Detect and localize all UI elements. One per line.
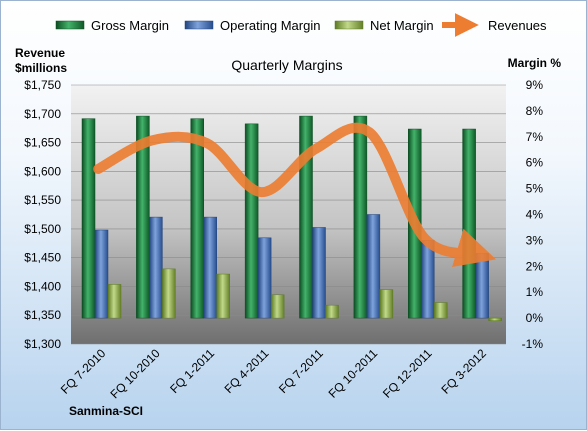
- gross-margin-bar: [81, 118, 96, 319]
- x-tick-label: FQ 10-2011: [326, 346, 381, 401]
- legend: Gross Margin Operating Margin Net Margin…: [55, 13, 547, 37]
- x-tick-label: FQ 4-2011: [222, 346, 272, 396]
- left-tick-label: $1,400: [24, 279, 61, 293]
- net-margin-bar: [162, 268, 176, 319]
- gross-margin-bar: [353, 115, 368, 319]
- right-axis-ticks: -1% 0% 1% 2% 3% 4% 5% 6% 7% 8% 9%: [522, 78, 544, 351]
- right-axis-title: Margin %: [508, 56, 562, 70]
- operating-margin-bar: [475, 253, 489, 319]
- net-margin-bar: [325, 304, 339, 319]
- legend-label-gross-margin: Gross Margin: [91, 18, 169, 33]
- legend-label-net-margin: Net Margin: [370, 18, 434, 33]
- legend-label-revenues: Revenues: [488, 18, 547, 33]
- left-tick-label: $1,300: [24, 337, 61, 351]
- right-tick-label: 8%: [526, 104, 544, 118]
- left-tick-label: $1,600: [24, 164, 61, 178]
- left-tick-label: $1,550: [24, 193, 61, 207]
- x-tick-label: FQ 10-2010: [107, 346, 162, 401]
- left-axis-title-line1: Revenue: [15, 46, 65, 60]
- revenue-line-path: [93, 122, 497, 268]
- gross-margin-bar: [244, 123, 259, 319]
- net-margin-bar: [270, 294, 285, 319]
- operating-margin-bar: [421, 240, 435, 319]
- x-tick-label: FQ 1-2011: [167, 346, 217, 396]
- left-axis-title-line2: $millions: [15, 61, 67, 75]
- x-tick-label: FQ 3-2012: [438, 346, 489, 397]
- net-margin-bar: [434, 302, 448, 319]
- gross-margin-bar: [190, 118, 204, 319]
- legend-label-operating-margin: Operating Margin: [220, 18, 320, 33]
- left-tick-label: $1,350: [24, 308, 61, 322]
- gross-margin-bar: [462, 128, 476, 319]
- operating-margin-bar: [366, 214, 381, 319]
- operating-margin-bar: [149, 216, 163, 319]
- x-tick-label: FQ 7-2010: [58, 346, 109, 397]
- left-tick-label: $1,650: [24, 136, 61, 150]
- right-tick-label: 4%: [526, 208, 544, 222]
- right-tick-label: 3%: [526, 233, 544, 247]
- operating-margin-bar: [312, 227, 326, 319]
- right-tick-label: 0%: [526, 311, 544, 325]
- left-tick-label: $1,700: [24, 107, 61, 121]
- right-tick-label: -1%: [522, 337, 544, 351]
- right-tick-label: 6%: [526, 156, 544, 170]
- left-tick-label: $1,750: [24, 78, 61, 92]
- legend-item-net-margin: Net Margin: [334, 18, 434, 33]
- net-margin-bar: [379, 289, 394, 319]
- left-axis-ticks: $1,300 $1,350 $1,400 $1,450 $1,500 $1,550 $1,6…: [24, 78, 61, 351]
- chart-title: Quarterly Margins: [231, 57, 342, 73]
- net-margin-bar: [107, 284, 122, 319]
- left-tick-label: $1,500: [24, 222, 61, 236]
- legend-item-operating-margin: Operating Margin: [184, 18, 320, 33]
- right-tick-label: 2%: [526, 259, 544, 273]
- operating-margin-bar: [94, 229, 109, 319]
- net-margin-bar: [488, 317, 502, 321]
- legend-item-revenues: Revenues: [442, 13, 547, 37]
- x-tick-label: FQ 7-2011: [276, 346, 326, 396]
- right-tick-label: 7%: [526, 130, 544, 144]
- x-axis-ticks: FQ 7-2010 FQ 10-2010 FQ 1-2011 FQ 4-2011 FQ …: [58, 346, 489, 401]
- net-margin-bar: [216, 273, 230, 319]
- right-tick-label: 1%: [526, 285, 544, 299]
- operating-margin-bar: [203, 216, 217, 319]
- company-label: Sanmina-SCI: [69, 404, 143, 418]
- right-tick-label: 9%: [526, 78, 544, 92]
- x-tick-label: FQ 12-2011: [380, 346, 435, 401]
- revenue-line: [93, 122, 497, 268]
- operating-margin-bar: [257, 237, 272, 319]
- left-tick-label: $1,450: [24, 251, 61, 265]
- right-tick-label: 5%: [526, 182, 544, 196]
- legend-item-gross-margin: Gross Margin: [55, 18, 169, 33]
- gross-margin-bar: [299, 115, 313, 319]
